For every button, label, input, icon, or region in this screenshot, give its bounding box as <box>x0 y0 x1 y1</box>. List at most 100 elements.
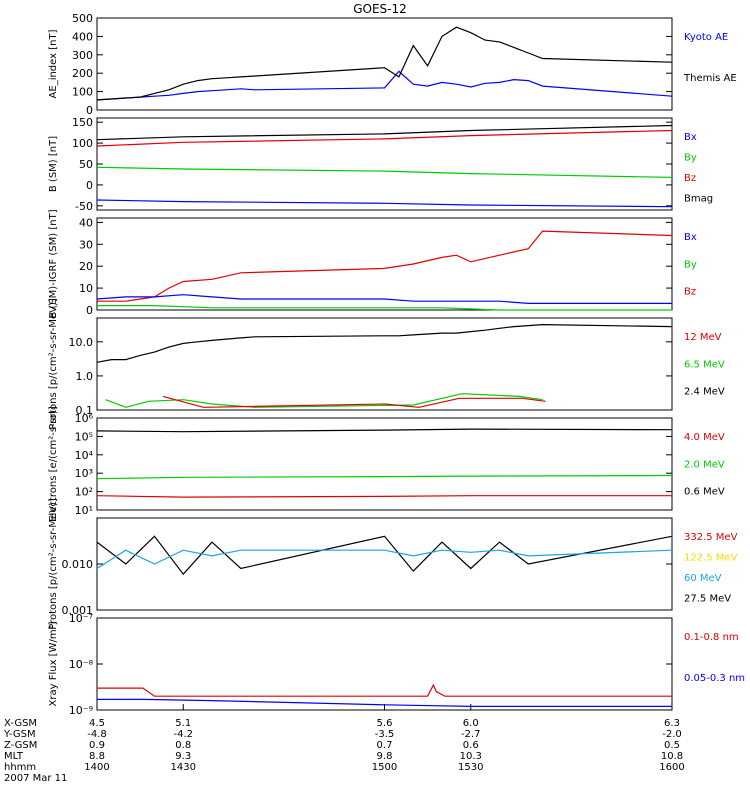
series-themis-ae <box>96 26 673 101</box>
legend-entry: 332.5 MeV <box>684 532 738 543</box>
legend-entry: 2.4 MeV <box>684 387 725 398</box>
series-bz <box>96 129 673 147</box>
legend-entry: 0.6 MeV <box>684 487 725 498</box>
series-0-1-0-8-nm <box>97 683 672 697</box>
legend-entry: Kyoto AE <box>684 32 728 43</box>
y-tick-label: 10³ <box>75 467 93 480</box>
x-tick-label: 0.7 <box>377 740 393 751</box>
y-tick-label: 0.001 <box>62 604 94 617</box>
x-row-label: MLT <box>4 751 24 762</box>
x-tick-label: 0.5 <box>664 740 680 751</box>
panel-frame <box>96 117 673 211</box>
legend-entry: Bz <box>684 173 696 184</box>
legend-entry: Bz <box>684 287 696 298</box>
y-tick-label: 10⁻⁹ <box>69 704 93 717</box>
legend-entry: 6.5 MeV <box>684 359 725 370</box>
x-row-label: Z-GSM <box>4 740 37 751</box>
y-tick-label: 10⁵ <box>75 430 93 443</box>
x-tick-label: 1500 <box>372 762 397 773</box>
x-tick-label: 6.0 <box>463 718 479 729</box>
panel-protons1: 0.1 1.0 10.0 Protons [p/(cm²-s-sr-MeV)] 12 M… <box>48 298 725 430</box>
x-tick-label: 1530 <box>458 762 483 773</box>
series-bx <box>96 199 673 208</box>
y-tick-label: 0 <box>86 179 93 192</box>
y-axis-label: B (SM) [nT] <box>48 136 59 192</box>
series-0-6-mev <box>96 428 673 433</box>
y-tick-label: 200 <box>72 67 93 80</box>
legend-entry: 27.5 MeV <box>684 594 731 605</box>
legend-entry: Themis AE <box>683 73 737 84</box>
x-tick-label: 9.3 <box>175 751 191 762</box>
y-tick-label: 10 <box>79 282 93 295</box>
series-by <box>97 305 672 311</box>
series-4-0-mev <box>96 495 672 498</box>
x-row-label: Y-GSM <box>3 729 36 740</box>
series-27-5-mev <box>96 535 673 576</box>
y-axis-label: Xray Flux [W/m²] <box>48 621 59 706</box>
panel-xray: 10⁻⁹ 10⁻⁸ 10⁻⁷ Xray Flux [W/m²] 0.1-0.8 nm 0.… <box>48 612 745 717</box>
y-tick-label: 10¹ <box>75 504 93 517</box>
series-bz <box>97 230 673 302</box>
x-tick-label: -4.8 <box>87 729 107 740</box>
panel-ae: 0 100 200 300 400 500 AE_index [nT] Kyoto AE The… <box>48 12 737 117</box>
panel-bsm: -50 0 50 100 150 B (SM) [nT] Bx By Bz Bmag <box>48 116 713 213</box>
legend-entry: By <box>684 153 697 164</box>
x-tick-label: 0.9 <box>89 740 105 751</box>
series-by <box>96 166 673 178</box>
y-tick-label: -50 <box>75 200 93 213</box>
series-60-mev <box>96 549 673 570</box>
y-tick-label: 10⁻⁸ <box>69 658 94 671</box>
x-tick-label: 1430 <box>171 762 196 773</box>
x-tick-label: -2.0 <box>662 729 682 740</box>
date-label: 2007 Mar 11 <box>4 773 67 784</box>
y-axis-label: Protons [p/(cm²-s-sr-MeV)] <box>48 298 59 430</box>
series-6-5-mev <box>105 393 543 408</box>
y-tick-label: 300 <box>72 49 93 62</box>
panel-frame <box>96 417 673 511</box>
x-row-label: X-GSM <box>4 718 37 729</box>
y-tick-label: 10² <box>75 486 93 499</box>
y-tick-label: 10.0 <box>69 336 94 349</box>
x-tick-label: 0.6 <box>463 740 479 751</box>
x-tick-label: 0.8 <box>175 740 191 751</box>
x-tick-label: -4.2 <box>173 729 193 740</box>
x-row-label: hhmm <box>4 762 36 773</box>
legend-entry: Bx <box>684 232 697 243</box>
legend-entry: 2.0 MeV <box>684 459 725 470</box>
panel-frame <box>96 317 673 411</box>
y-tick-label: 10⁻⁷ <box>69 612 93 625</box>
y-tick-label: 500 <box>72 12 93 25</box>
series-12-mev <box>162 395 546 408</box>
x-tick-label: 4.5 <box>89 718 105 729</box>
legend-entry: 122.5 MeV <box>684 553 738 564</box>
y-tick-label: 1.0 <box>76 370 94 383</box>
x-tick-label: -3.5 <box>375 729 395 740</box>
y-tick-label: 20 <box>79 260 93 273</box>
series-2-0-mev <box>96 474 673 480</box>
x-tick-label: 10.8 <box>661 751 683 762</box>
x-tick-label: 9.8 <box>377 751 393 762</box>
x-tick-label: -2.7 <box>461 729 481 740</box>
y-tick-label: 0.1 <box>76 404 94 417</box>
series-bx <box>96 294 672 304</box>
x-tick-label: 8.8 <box>89 751 105 762</box>
y-tick-label: 10⁴ <box>75 449 94 462</box>
series-bmag <box>96 124 673 141</box>
panel-bigrf: 0 10 20 30 40 B (SM)-IGRF (SM) [nT] Bx By Bz <box>48 209 697 318</box>
x-tick-label: 10.3 <box>460 751 482 762</box>
series-2-4-mev <box>96 323 673 363</box>
y-tick-label: 100 <box>72 86 93 99</box>
legend-entry: 12 MeV <box>684 332 722 343</box>
panel-frame <box>96 517 673 611</box>
y-axis-label: B (SM)-IGRF (SM) [nT] <box>48 209 59 318</box>
y-tick-label: 0 <box>86 104 93 117</box>
y-axis-label: Protons [p/(cm²-s-sr-MeV)] <box>48 498 59 630</box>
legend-entry: 60 MeV <box>684 573 722 584</box>
x-tick-label: 6.3 <box>664 718 680 729</box>
legend-entry: By <box>684 259 697 270</box>
x-tick-label: 1400 <box>84 762 109 773</box>
y-tick-label: 30 <box>79 238 93 251</box>
y-tick-label: 10⁶ <box>75 412 94 425</box>
y-axis-label: Electrons [e/(cm²-s-sr)] <box>48 406 59 522</box>
